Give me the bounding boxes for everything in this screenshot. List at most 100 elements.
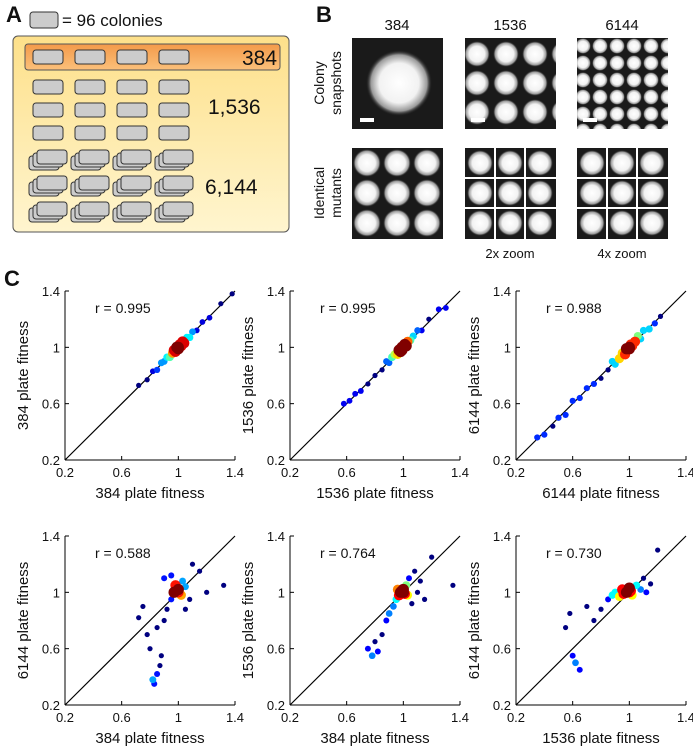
plate-icon (78, 175, 110, 191)
colony (609, 89, 625, 105)
x-tick-label: 0.6 (338, 710, 356, 725)
data-point (153, 366, 161, 374)
data-point (196, 568, 203, 574)
x-tick-label: 1.4 (451, 465, 469, 480)
zoom-label: 4x zoom (597, 246, 646, 261)
data-point (623, 582, 635, 594)
data-point (154, 624, 160, 631)
colony (527, 180, 553, 206)
data-point (221, 582, 227, 588)
colony (577, 123, 591, 129)
colony (626, 72, 642, 88)
data-point (164, 606, 170, 612)
colony (383, 209, 411, 237)
data-point (368, 652, 376, 660)
colony (609, 180, 635, 206)
data-point (189, 328, 196, 336)
colony (413, 179, 441, 207)
data-point (598, 375, 604, 381)
legend-text: = 96 colonies (62, 11, 163, 30)
colony (577, 106, 591, 122)
data-point (623, 343, 635, 355)
colony-image (435, 12, 556, 129)
data-point (372, 639, 378, 645)
colony (353, 209, 381, 237)
y-tick-label: 0.6 (267, 397, 285, 412)
y-tick-label: 0.2 (42, 453, 60, 468)
colony (643, 38, 659, 54)
data-point (396, 344, 408, 356)
x-tick-label: 1 (626, 465, 633, 480)
data-point (584, 603, 590, 610)
data-point (218, 301, 224, 307)
plate-icon (158, 125, 190, 141)
y-tick-label: 0.2 (42, 698, 60, 713)
data-point (185, 333, 194, 342)
colony (592, 55, 608, 71)
colony (472, 128, 482, 129)
y-tick-label: 0.6 (42, 642, 60, 657)
y-axis-label: 1536 plate fitness (240, 562, 257, 680)
colony (493, 41, 519, 67)
y-tick-label: 1.4 (42, 284, 60, 299)
colony (643, 123, 659, 129)
colony (497, 210, 523, 236)
data-point (136, 615, 142, 621)
scale-bar (360, 118, 374, 122)
data-point (168, 596, 175, 603)
colony (383, 149, 411, 177)
data-point (179, 577, 187, 585)
plate-icon (158, 79, 190, 95)
colony (609, 106, 625, 122)
data-point (346, 397, 353, 404)
data-point (572, 659, 579, 667)
data-point (576, 666, 583, 673)
colony (551, 101, 556, 123)
colony (551, 43, 556, 65)
colony (522, 41, 548, 67)
data-point (435, 306, 442, 313)
plate-icon (116, 102, 148, 118)
row-label: Colony (311, 61, 327, 105)
data-point (187, 596, 193, 602)
y-tick-label: 0.2 (267, 453, 285, 468)
data-point (206, 314, 213, 321)
y-tick-label: 1 (504, 340, 511, 355)
colony (577, 72, 591, 88)
x-tick-label: 1.4 (677, 710, 693, 725)
data-point (569, 397, 576, 404)
plate-icon (158, 102, 190, 118)
data-point (357, 388, 364, 394)
colony (493, 70, 519, 96)
x-tick-label: 1 (175, 710, 182, 725)
data-point (640, 575, 647, 581)
colony (435, 12, 461, 38)
colony (609, 38, 625, 54)
y-tick-label: 0.6 (493, 642, 511, 657)
data-point (550, 423, 556, 429)
data-point (157, 662, 163, 669)
colony (660, 72, 668, 88)
colony (577, 89, 591, 105)
colony (551, 72, 556, 94)
identity-line (64, 535, 236, 706)
colony (643, 106, 659, 122)
colony (639, 210, 665, 236)
y-tick-label: 1.4 (42, 529, 60, 544)
data-point (567, 610, 573, 617)
data-point (161, 617, 167, 624)
x-tick-label: 0.6 (564, 710, 582, 725)
x-tick-label: 1 (175, 465, 182, 480)
y-axis-label: 6144 plate fitness (15, 562, 32, 680)
scatter-plot: 0.2 0.6 1 1.4 0.2 0.6 1 1.4 r = 0.988 6144 plate … (466, 284, 693, 502)
panel-label: C (4, 266, 20, 291)
colony (467, 150, 493, 176)
data-point (576, 394, 583, 402)
y-tick-label: 1.4 (493, 284, 511, 299)
x-axis-label: 1536 plate fitness (542, 730, 660, 747)
x-axis-label: 384 plate fitness (95, 485, 204, 502)
colony (643, 89, 659, 105)
colony (660, 123, 668, 129)
data-point (383, 617, 390, 624)
colony (626, 38, 642, 54)
